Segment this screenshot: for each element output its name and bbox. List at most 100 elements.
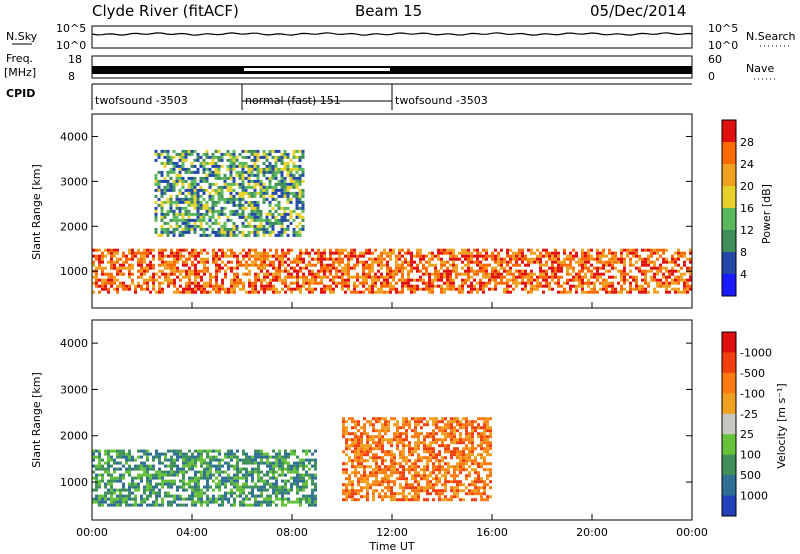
power-cell [578,281,581,285]
power-cell [173,257,176,261]
power-cell [178,170,182,174]
power-cell [122,266,125,270]
power-cell [140,284,143,288]
velocity-cell [113,467,116,471]
velocity-cell [122,476,125,480]
power-cell [101,269,104,273]
velocity-cell [381,480,384,484]
power-cell [220,185,224,189]
power-cell [229,191,233,195]
power-cell [479,251,482,255]
power-cell [557,257,560,261]
power-cell [497,254,500,258]
power-cell [143,260,146,264]
power-cell [602,263,605,267]
velocity-cell [272,461,275,465]
power-cell [320,263,323,267]
velocity-cell [468,474,471,478]
power-cell [200,269,203,273]
velocity-cell [405,483,408,487]
power-cell [287,287,290,291]
power-cell [542,275,545,279]
velocity-cell [212,473,215,477]
power-cell [440,284,443,288]
power-cell [275,287,278,291]
velocity-cell [296,500,299,504]
velocity-cell [345,444,348,448]
velocity-cell [311,476,314,480]
velocity-cell [342,462,345,466]
power-cell [332,263,335,267]
velocity-cell [209,476,212,480]
velocity-cell [314,485,317,489]
power-cell [488,272,491,276]
velocity-cell [209,461,212,465]
power-cell [241,203,245,207]
power-cell [253,230,257,234]
velocity-cell [366,477,369,481]
velocity-cell [474,477,477,481]
power-cell [563,287,566,291]
power-cell [593,290,596,294]
power-cell [365,251,368,255]
power-cell [671,266,674,270]
power-cell [644,290,647,294]
velocity-cell [239,458,242,462]
velocity-cell [122,494,125,498]
velocity-cell [483,498,486,502]
velocity-cell [465,477,468,481]
velocity-cell [155,452,158,456]
power-cell [488,275,491,279]
velocity-cell [348,489,351,493]
power-cell [245,290,248,294]
velocity-cell [182,455,185,459]
velocity-cell [218,452,221,456]
power-cell [184,224,188,228]
velocity-cell [366,435,369,439]
velocity-cell [302,488,305,492]
power-cell [230,251,233,255]
power-cell [215,251,218,255]
power-cell [599,281,602,285]
velocity-cell [203,473,206,477]
power-cell [301,227,305,231]
velocity-cell [393,423,396,427]
power-cell [413,254,416,258]
velocity-cell [381,489,384,493]
power-cell [131,272,134,276]
power-cell [503,275,506,279]
power-cell [214,230,218,234]
power-cell [308,278,311,282]
power-cell [263,254,266,258]
power-cell [659,281,662,285]
velocity-cell [396,447,399,451]
power-cell [238,206,242,210]
power-cell [283,191,287,195]
power-cell [187,167,191,171]
power-cell [229,173,233,177]
power-cell [238,212,242,216]
velocity-cell [471,459,474,463]
power-cell [140,251,143,255]
power-cell [298,164,302,168]
power-cell [593,287,596,291]
power-cell [178,152,182,156]
velocity-cell [426,489,429,493]
power-cell [509,278,512,282]
power-cell [152,266,155,270]
power-cell [292,194,296,198]
power-cell [167,278,170,282]
power-cell [611,290,614,294]
velocity-cell [387,489,390,493]
velocity-cell [396,468,399,472]
power-cell [184,206,188,210]
power-cell [302,272,305,276]
velocity-cell [305,449,308,453]
power-cell [140,287,143,291]
power-cell [292,167,296,171]
velocity-cell [399,477,402,481]
power-cell [404,266,407,270]
power-cell [632,251,635,255]
power-cell [365,266,368,270]
power-cell [566,269,569,273]
